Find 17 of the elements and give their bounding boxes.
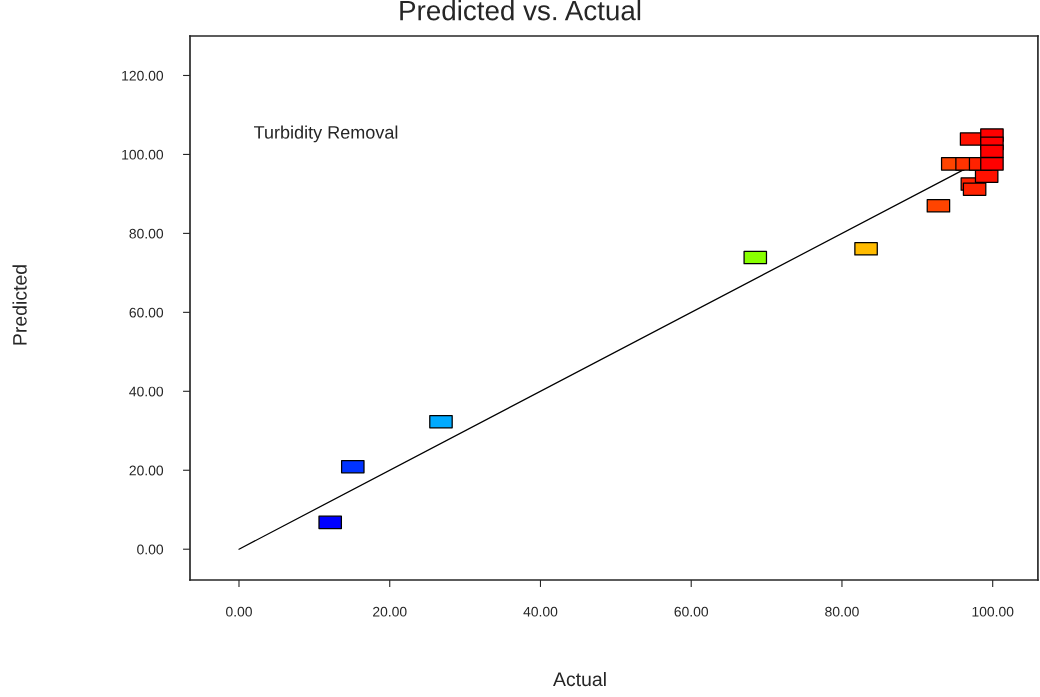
x-tick-label: 60.00 bbox=[674, 606, 709, 617]
y-axis-title: Predicted bbox=[12, 265, 27, 345]
y-tick-label: 100.00 bbox=[122, 149, 164, 160]
x-tick-label: 20.00 bbox=[373, 606, 407, 617]
x-tick-label: 40.00 bbox=[523, 606, 558, 617]
x-tick-label: 100.00 bbox=[972, 606, 1014, 617]
x-tick-label: 80.00 bbox=[825, 606, 859, 617]
x-axis-title: Actual bbox=[553, 671, 606, 687]
y-tick-label: 60.00 bbox=[129, 307, 164, 318]
x-tick-label: 0.00 bbox=[226, 606, 252, 617]
y-tick-label: 0.00 bbox=[137, 544, 164, 555]
y-tick-label: 40.00 bbox=[129, 386, 164, 397]
y-tick-label: 120.00 bbox=[122, 70, 164, 81]
chart-title: Predicted vs. Actual bbox=[400, 0, 641, 21]
y-tick-label: 20.00 bbox=[129, 465, 164, 476]
y-tick-label: 80.00 bbox=[129, 228, 164, 239]
annotation: Turbidity Removal bbox=[254, 125, 398, 143]
